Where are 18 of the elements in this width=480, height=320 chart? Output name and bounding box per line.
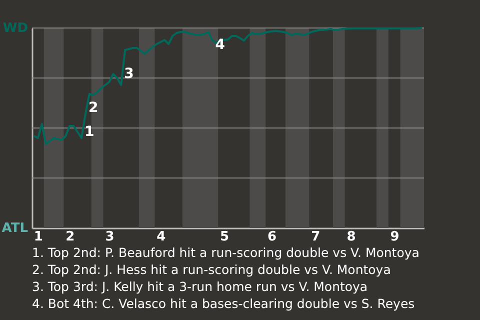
- annotation: 1: [84, 124, 94, 140]
- x-tick-label: 6: [268, 230, 277, 244]
- annotation: 2: [88, 100, 98, 116]
- x-tick-label: 1: [34, 230, 43, 244]
- x-tick-label: 2: [66, 230, 75, 244]
- x-tick-label: 5: [220, 230, 230, 244]
- x-tick-label: 9: [390, 230, 400, 244]
- text: 2. Top 2nd: J. Hess hit a run-scoring double vs V. Montoya: [32, 262, 391, 277]
- text: 4. Bot 4th: C. Velasco hit a bases-clearing double vs S. Reyes: [32, 296, 415, 311]
- text: ATL: [2, 221, 28, 236]
- x-tick-label: 4: [156, 230, 166, 244]
- text: 3. Top 3rd: J. Kelly hit a 3-run home run vs V. Montoya: [32, 279, 368, 294]
- x-tick-label: 8: [346, 230, 356, 244]
- x-tick-label: 7: [311, 230, 320, 244]
- annotation: 4: [215, 37, 226, 53]
- x-tick-label: 3: [105, 230, 114, 244]
- annotation: 3: [124, 66, 134, 82]
- text: 1. Top 2nd: P. Beauford hit a run-scoring double vs V. Montoya: [32, 245, 420, 260]
